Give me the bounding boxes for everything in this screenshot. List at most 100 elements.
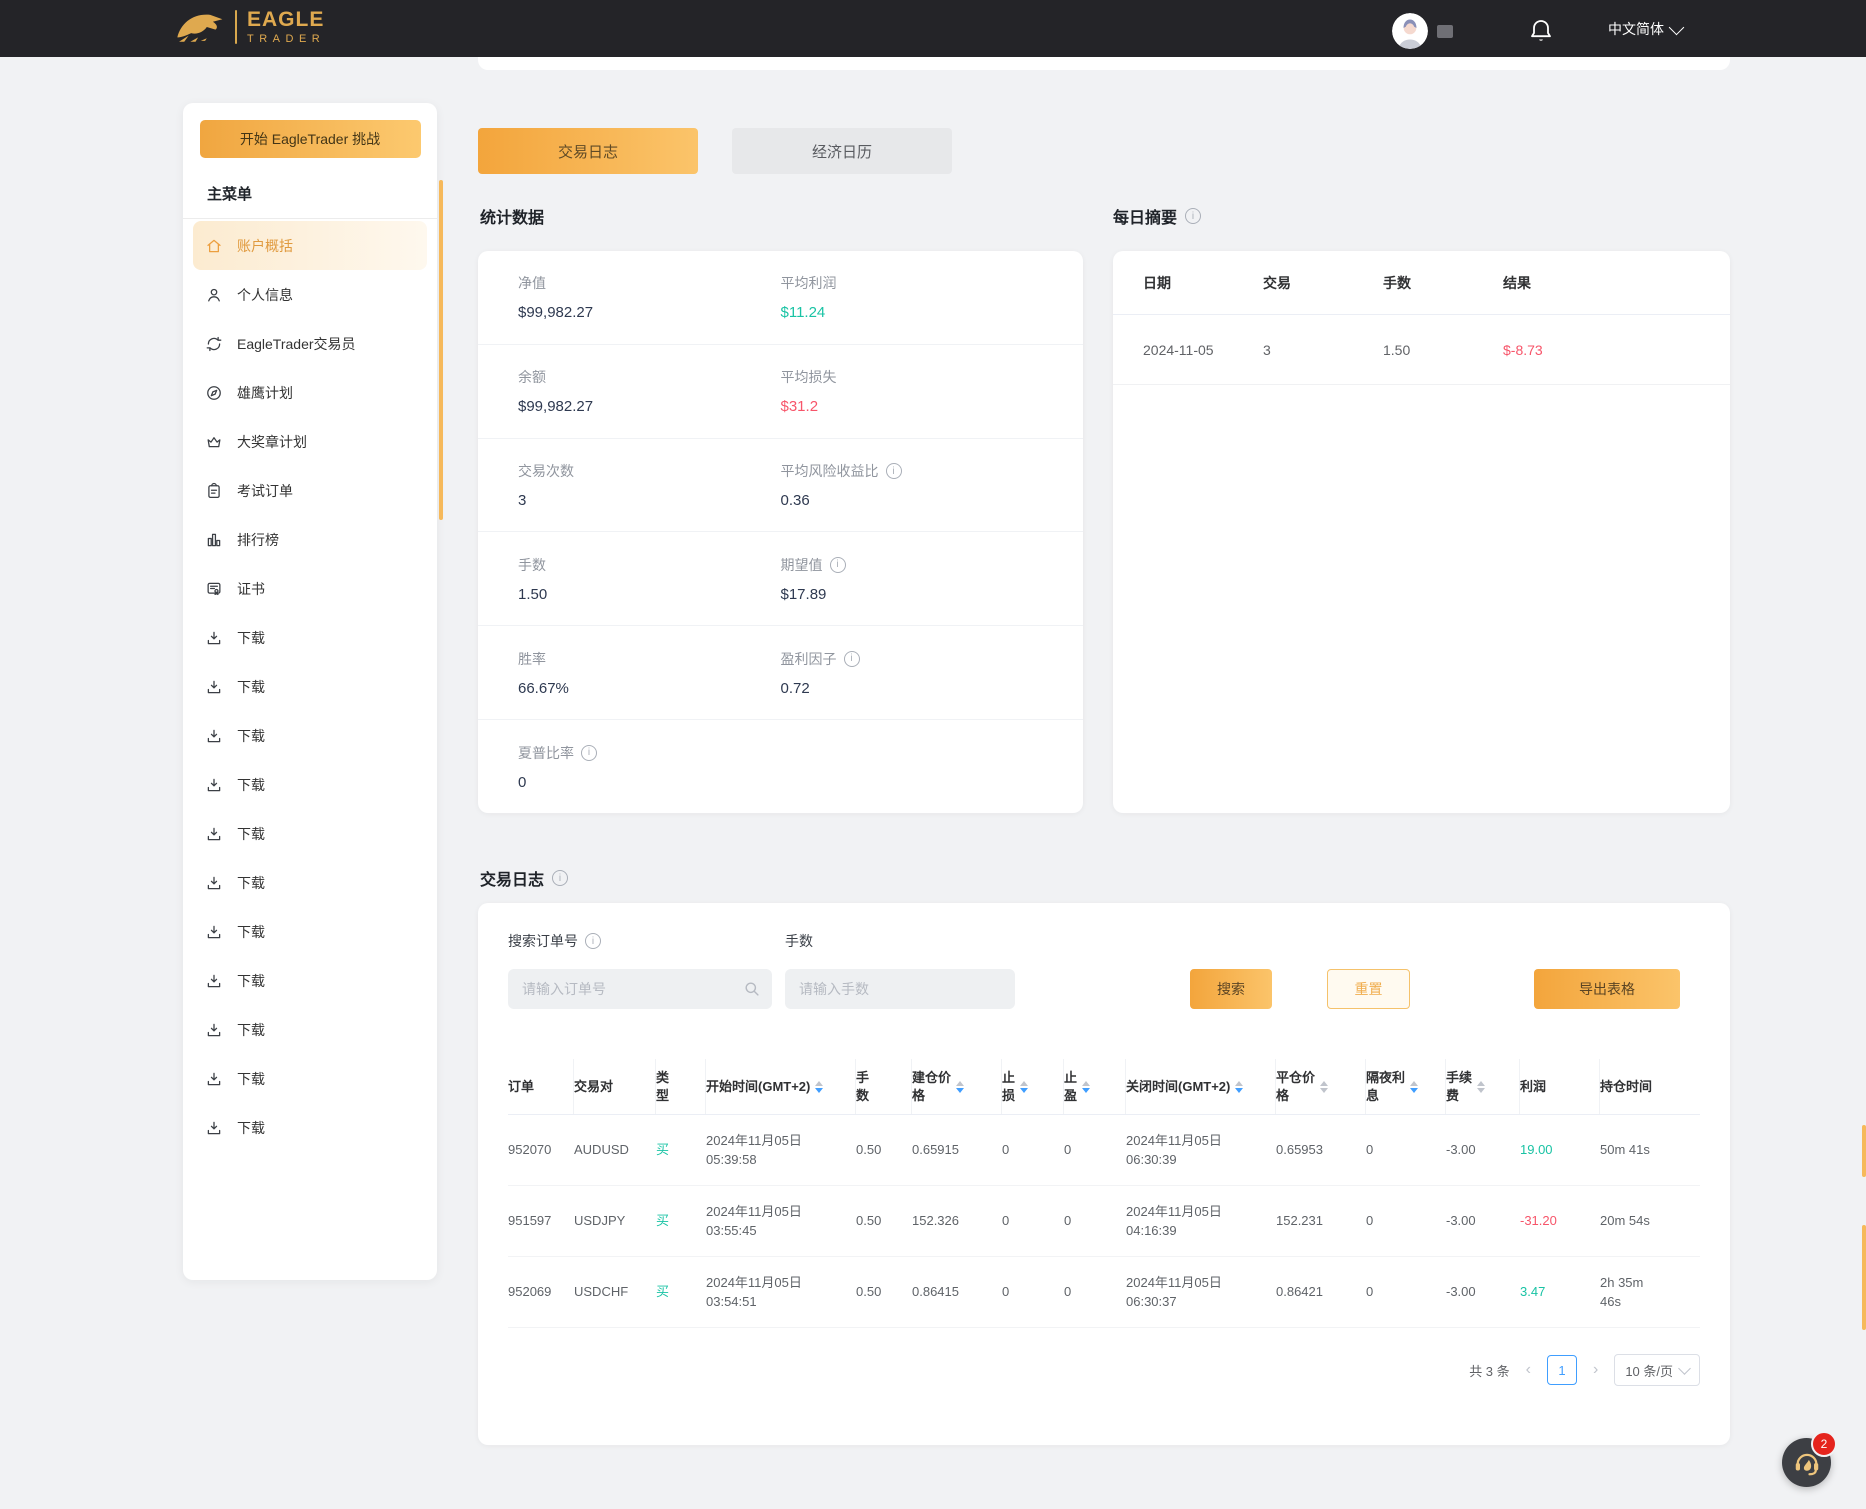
info-icon[interactable] [843, 650, 860, 667]
sidebar-item-medal-plan[interactable]: 大奖章计划 [193, 417, 427, 466]
trade-col-label: 止 盈 [1064, 1070, 1078, 1103]
sidebar-item-download-8[interactable]: 下载 [193, 956, 427, 1005]
info-icon[interactable] [829, 556, 846, 573]
trade-cell: 952069 [508, 1284, 552, 1300]
sidebar-item-certificate[interactable]: 证书 [193, 564, 427, 613]
trade-col-header: 手 数 [856, 1059, 912, 1115]
pagination-next[interactable]: › [1592, 1361, 1599, 1379]
export-table-button[interactable]: 导出表格 [1534, 969, 1680, 1009]
stat-label: 平均风险收益比 [781, 461, 1044, 481]
sort-carets[interactable] [1410, 1080, 1419, 1093]
stat-row: 夏普比率 0 [478, 720, 1083, 813]
sidebar-item-label: 下载 [237, 874, 265, 891]
sort-carets[interactable] [1320, 1080, 1329, 1093]
pagination-page-1[interactable]: 1 [1546, 1355, 1577, 1386]
sidebar-item-download-7[interactable]: 下载 [193, 907, 427, 956]
info-icon[interactable] [552, 870, 569, 886]
sidebar-item-download-3[interactable]: 下载 [193, 711, 427, 760]
trade-col-header[interactable]: 隔夜利 息 [1366, 1059, 1446, 1115]
trade-cell: 2024年11月05日 04:16:39 [1126, 1203, 1222, 1239]
trade-col-header: 持仓时间 [1600, 1059, 1700, 1114]
trade-cell: 152.326 [912, 1213, 959, 1229]
trade-cell: 2024年11月05日 03:55:45 [706, 1203, 802, 1239]
language-selector[interactable]: 中文简体 [1608, 19, 1685, 39]
sidebar-item-eagletrader-trader[interactable]: EagleTrader交易员 [193, 319, 427, 368]
pagination-prev[interactable]: ‹ [1525, 1361, 1531, 1379]
sort-carets[interactable] [956, 1080, 965, 1093]
trade-col-header[interactable]: 手续 费 [1446, 1059, 1520, 1115]
daily-summary-title-label: 每日摘要 [1113, 210, 1178, 227]
start-challenge-button[interactable]: 开始 EagleTrader 挑战 [199, 120, 421, 158]
sidebar-item-download-11[interactable]: 下载 [193, 1103, 427, 1152]
sidebar-item-download-6[interactable]: 下载 [193, 858, 427, 907]
tab-trade-log[interactable]: 交易日志 [478, 128, 698, 174]
chat-unread-badge: 2 [1811, 1431, 1837, 1457]
sidebar-item-eagle-plan[interactable]: 雄鹰计划 [193, 368, 427, 417]
stat-label: 平均利润 [781, 273, 1044, 293]
trade-col-header[interactable]: 平仓价 格 [1276, 1059, 1366, 1115]
sidebar-item-download-10[interactable]: 下载 [193, 1054, 427, 1103]
trade-col-header[interactable]: 止 盈 [1064, 1059, 1126, 1115]
order-search-input[interactable] [508, 969, 772, 1009]
trade-col-label: 手 数 [856, 1070, 870, 1103]
info-icon[interactable] [885, 463, 902, 480]
trade-cell: 0 [1366, 1284, 1374, 1300]
sidebar-item-download-2[interactable]: 下载 [193, 662, 427, 711]
info-icon[interactable] [585, 933, 601, 949]
trade-cell: 0 [1064, 1284, 1072, 1300]
trade-col-header[interactable]: 开始时间(GMT+2) [706, 1059, 856, 1115]
trade-row: 951597 USDJPY 买 2024年11月05日 03:55:45 0.50 152… [508, 1186, 1700, 1258]
sort-carets[interactable] [1235, 1080, 1244, 1093]
trade-cell: 0.50 [856, 1213, 882, 1229]
stat-cell: 余额 $99,982.27 [518, 367, 781, 415]
summary-cell: 3 [1263, 341, 1271, 358]
brand-divider [235, 10, 237, 44]
trade-col-label: 手续 费 [1446, 1070, 1473, 1103]
stat-label-text: 平均损失 [780, 369, 837, 386]
search-button[interactable]: 搜索 [1190, 969, 1272, 1009]
trade-cell: 19.00 [1520, 1142, 1553, 1158]
page-size-select[interactable]: 10 条/页 [1614, 1354, 1700, 1387]
redacted-username [1437, 25, 1453, 38]
sidebar-item-account-overview[interactable]: 账户概括 [193, 221, 427, 270]
sort-carets[interactable] [1020, 1080, 1029, 1093]
trade-cell: 0 [1064, 1213, 1072, 1229]
sidebar-item-label: 大奖章计划 [237, 433, 307, 450]
sidebar-item-download-1[interactable]: 下载 [193, 613, 427, 662]
notification-bell-icon[interactable] [1529, 18, 1553, 44]
lots-input[interactable] [785, 969, 1015, 1009]
trade-col-label: 订单 [508, 1078, 535, 1094]
chat-support-button[interactable]: 2 [1782, 1431, 1837, 1487]
stat-cell: 平均风险收益比 0.36 [781, 461, 1044, 509]
trade-col-label: 利润 [1520, 1078, 1547, 1094]
trade-col-header[interactable]: 关闭时间(GMT+2) [1126, 1059, 1276, 1115]
sidebar-item-download-9[interactable]: 下载 [193, 1005, 427, 1054]
info-icon[interactable] [1185, 208, 1202, 224]
sort-carets[interactable] [1477, 1080, 1486, 1093]
trade-col-header[interactable]: 止 损 [1002, 1059, 1064, 1115]
search-row: 搜索订单号 手数 [508, 931, 1700, 1009]
trade-cell: 0 [1366, 1213, 1374, 1229]
stat-value: $11.24 [780, 304, 826, 322]
user-icon [205, 286, 223, 304]
language-label: 中文简体 [1608, 21, 1664, 37]
tab-economic-calendar[interactable]: 经济日历 [732, 128, 952, 174]
stat-cell: 盈利因子 0.72 [781, 649, 1044, 697]
info-icon[interactable] [581, 744, 597, 761]
page-scrollbar-thumb[interactable] [1862, 1225, 1866, 1330]
reset-button[interactable]: 重置 [1327, 969, 1410, 1009]
trade-cell: -3.00 [1446, 1284, 1476, 1300]
sidebar-item-exam-orders[interactable]: 考试订单 [193, 466, 427, 515]
sidebar-item-download-4[interactable]: 下载 [193, 760, 427, 809]
daily-summary-title: 每日摘要 [1113, 204, 1202, 228]
sort-carets[interactable] [815, 1080, 824, 1093]
sidebar-item-personal-info[interactable]: 个人信息 [193, 270, 427, 319]
sidebar-item-leaderboard[interactable]: 排行榜 [193, 515, 427, 564]
sidebar-scrollbar-thumb[interactable] [439, 180, 443, 520]
user-avatar[interactable] [1392, 13, 1428, 49]
sort-carets[interactable] [1082, 1080, 1091, 1093]
sidebar: 开始 EagleTrader 挑战 主菜单 账户概括 个人信息 EagleTrade… [183, 103, 437, 1280]
trade-col-header[interactable]: 建仓价 格 [912, 1059, 1002, 1115]
sidebar-item-download-5[interactable]: 下载 [193, 809, 427, 858]
page-scrollbar-thumb[interactable] [1862, 1125, 1866, 1177]
